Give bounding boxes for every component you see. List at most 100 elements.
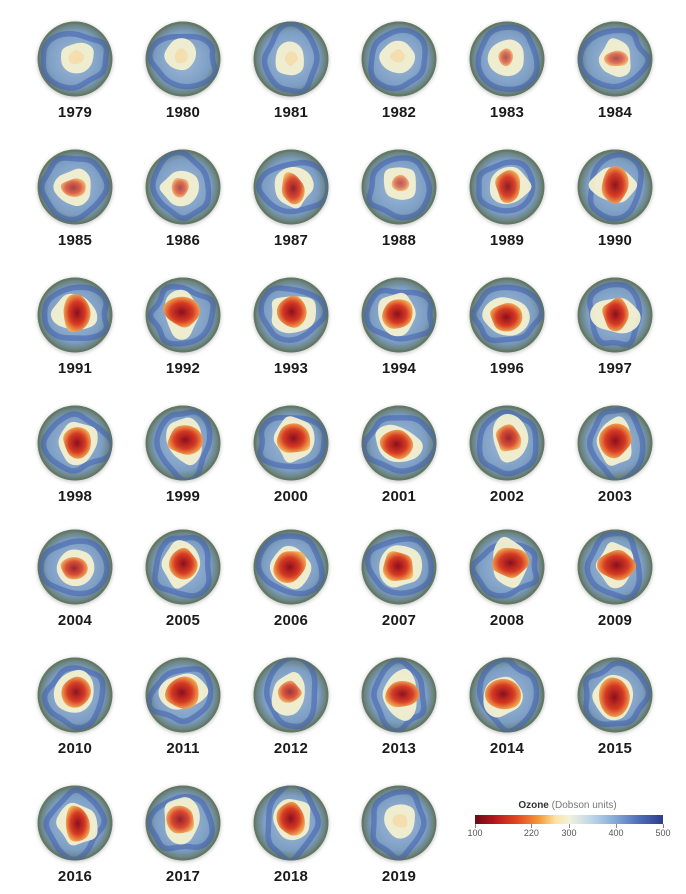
- ozone-globe-image: [577, 277, 653, 353]
- ozone-globe-image: [37, 277, 113, 353]
- ozone-globe-image: [37, 529, 113, 605]
- year-label: 1993: [273, 360, 309, 377]
- ozone-map-tile: 2003: [570, 404, 660, 514]
- ozone-globe-image: [469, 149, 545, 225]
- ozone-globe-image: [361, 405, 437, 481]
- ozone-map-tile: 2010: [30, 656, 120, 766]
- ozone-globe-image: [145, 529, 221, 605]
- legend-tick-label: 220: [523, 828, 539, 838]
- ozone-globe-image: [469, 657, 545, 733]
- ozone-globe-image: [361, 277, 437, 353]
- ozone-map-tile: 1989: [462, 148, 552, 258]
- ozone-globe-image: [145, 277, 221, 353]
- ozone-globe-image: [577, 405, 653, 481]
- year-label: 2004: [57, 612, 93, 629]
- ozone-map-tile: 2014: [462, 656, 552, 766]
- ozone-globe-image: [145, 21, 221, 97]
- ozone-globe-image: [469, 21, 545, 97]
- year-label: 2003: [597, 488, 633, 505]
- year-label: 1991: [57, 360, 93, 377]
- ozone-globe-image: [253, 785, 329, 861]
- year-label: 1988: [381, 232, 417, 249]
- ozone-map-tile: 1983: [462, 20, 552, 130]
- legend-title-label: Ozone: [518, 800, 549, 811]
- year-label: 2011: [166, 740, 200, 757]
- year-label: 2010: [57, 740, 93, 757]
- ozone-globe-image: [577, 657, 653, 733]
- ozone-map-tile: 1985: [30, 148, 120, 258]
- ozone-map-tile: 2006: [246, 528, 336, 638]
- year-label: 1981: [273, 104, 309, 121]
- ozone-legend: Ozone (Dobson units) 100 220 300 400 500: [465, 800, 670, 850]
- ozone-map-tile: 1982: [354, 20, 444, 130]
- legend-tick-label: 100: [467, 828, 483, 838]
- ozone-map-tile: 2019: [354, 784, 444, 894]
- year-label: 2017: [165, 868, 201, 885]
- year-label: 1980: [165, 104, 201, 121]
- year-label: 2018: [273, 868, 309, 885]
- ozone-globe-image: [145, 785, 221, 861]
- ozone-map-tile: 2002: [462, 404, 552, 514]
- year-label: 2009: [597, 612, 633, 629]
- ozone-map-tile: 1990: [570, 148, 660, 258]
- ozone-globe-image: [577, 529, 653, 605]
- year-label: 2012: [273, 740, 309, 757]
- ozone-map-tile: 1981: [246, 20, 336, 130]
- legend-tick-mark: [531, 824, 533, 828]
- ozone-map-tile: 2015: [570, 656, 660, 766]
- legend-units: (Dobson units): [551, 800, 617, 811]
- ozone-globe-image: [145, 149, 221, 225]
- year-label: 1979: [57, 104, 93, 121]
- year-label: 1989: [489, 232, 525, 249]
- year-label: 1997: [597, 360, 633, 377]
- ozone-globe-image: [469, 529, 545, 605]
- ozone-globe-image: [253, 529, 329, 605]
- ozone-globe-image: [37, 405, 113, 481]
- ozone-map-tile: 2004: [30, 528, 120, 638]
- ozone-map-tile: 1988: [354, 148, 444, 258]
- legend-color-bar: [475, 815, 663, 824]
- ozone-map-tile: 1980: [138, 20, 228, 130]
- ozone-map-tile: 2017: [138, 784, 228, 894]
- ozone-map-tile: 1984: [570, 20, 660, 130]
- legend-tick-label: 300: [561, 828, 577, 838]
- ozone-map-tile: 2007: [354, 528, 444, 638]
- legend-tick-mark: [616, 824, 617, 828]
- legend-tick-label: 400: [608, 828, 624, 838]
- legend-tick-mark: [569, 824, 570, 828]
- ozone-globe-image: [361, 149, 437, 225]
- ozone-globe-image: [253, 657, 329, 733]
- year-label: 1994: [381, 360, 417, 377]
- year-label: 2005: [165, 612, 201, 629]
- legend-title: Ozone (Dobson units): [465, 800, 670, 811]
- year-label: 2016: [57, 868, 93, 885]
- legend-tick-mark: [475, 824, 476, 828]
- ozone-globe-image: [577, 149, 653, 225]
- ozone-globe-image: [253, 21, 329, 97]
- ozone-globe-image: [469, 277, 545, 353]
- ozone-map-tile: 2018: [246, 784, 336, 894]
- legend-tick-mark: [663, 824, 664, 828]
- year-label: 1990: [597, 232, 633, 249]
- ozone-map-tile: 1999: [138, 404, 228, 514]
- ozone-globe-image: [37, 657, 113, 733]
- ozone-map-tile: 2005: [138, 528, 228, 638]
- ozone-globe-image: [361, 785, 437, 861]
- ozone-map-tile: 2011: [138, 656, 228, 766]
- ozone-map-tile: 2013: [354, 656, 444, 766]
- ozone-map-tile: 2001: [354, 404, 444, 514]
- year-label: 1986: [165, 232, 201, 249]
- ozone-globe-image: [469, 405, 545, 481]
- year-label: 2000: [273, 488, 309, 505]
- year-label: 2014: [489, 740, 525, 757]
- ozone-globe-image: [361, 657, 437, 733]
- ozone-globe-image: [361, 21, 437, 97]
- year-label: 1998: [57, 488, 93, 505]
- year-label: 2007: [381, 612, 417, 629]
- ozone-map-tile: 2000: [246, 404, 336, 514]
- year-label: 1996: [489, 360, 525, 377]
- ozone-globe-image: [37, 21, 113, 97]
- ozone-map-tile: 1994: [354, 276, 444, 386]
- year-label: 2013: [381, 740, 417, 757]
- ozone-map-tile: 1997: [570, 276, 660, 386]
